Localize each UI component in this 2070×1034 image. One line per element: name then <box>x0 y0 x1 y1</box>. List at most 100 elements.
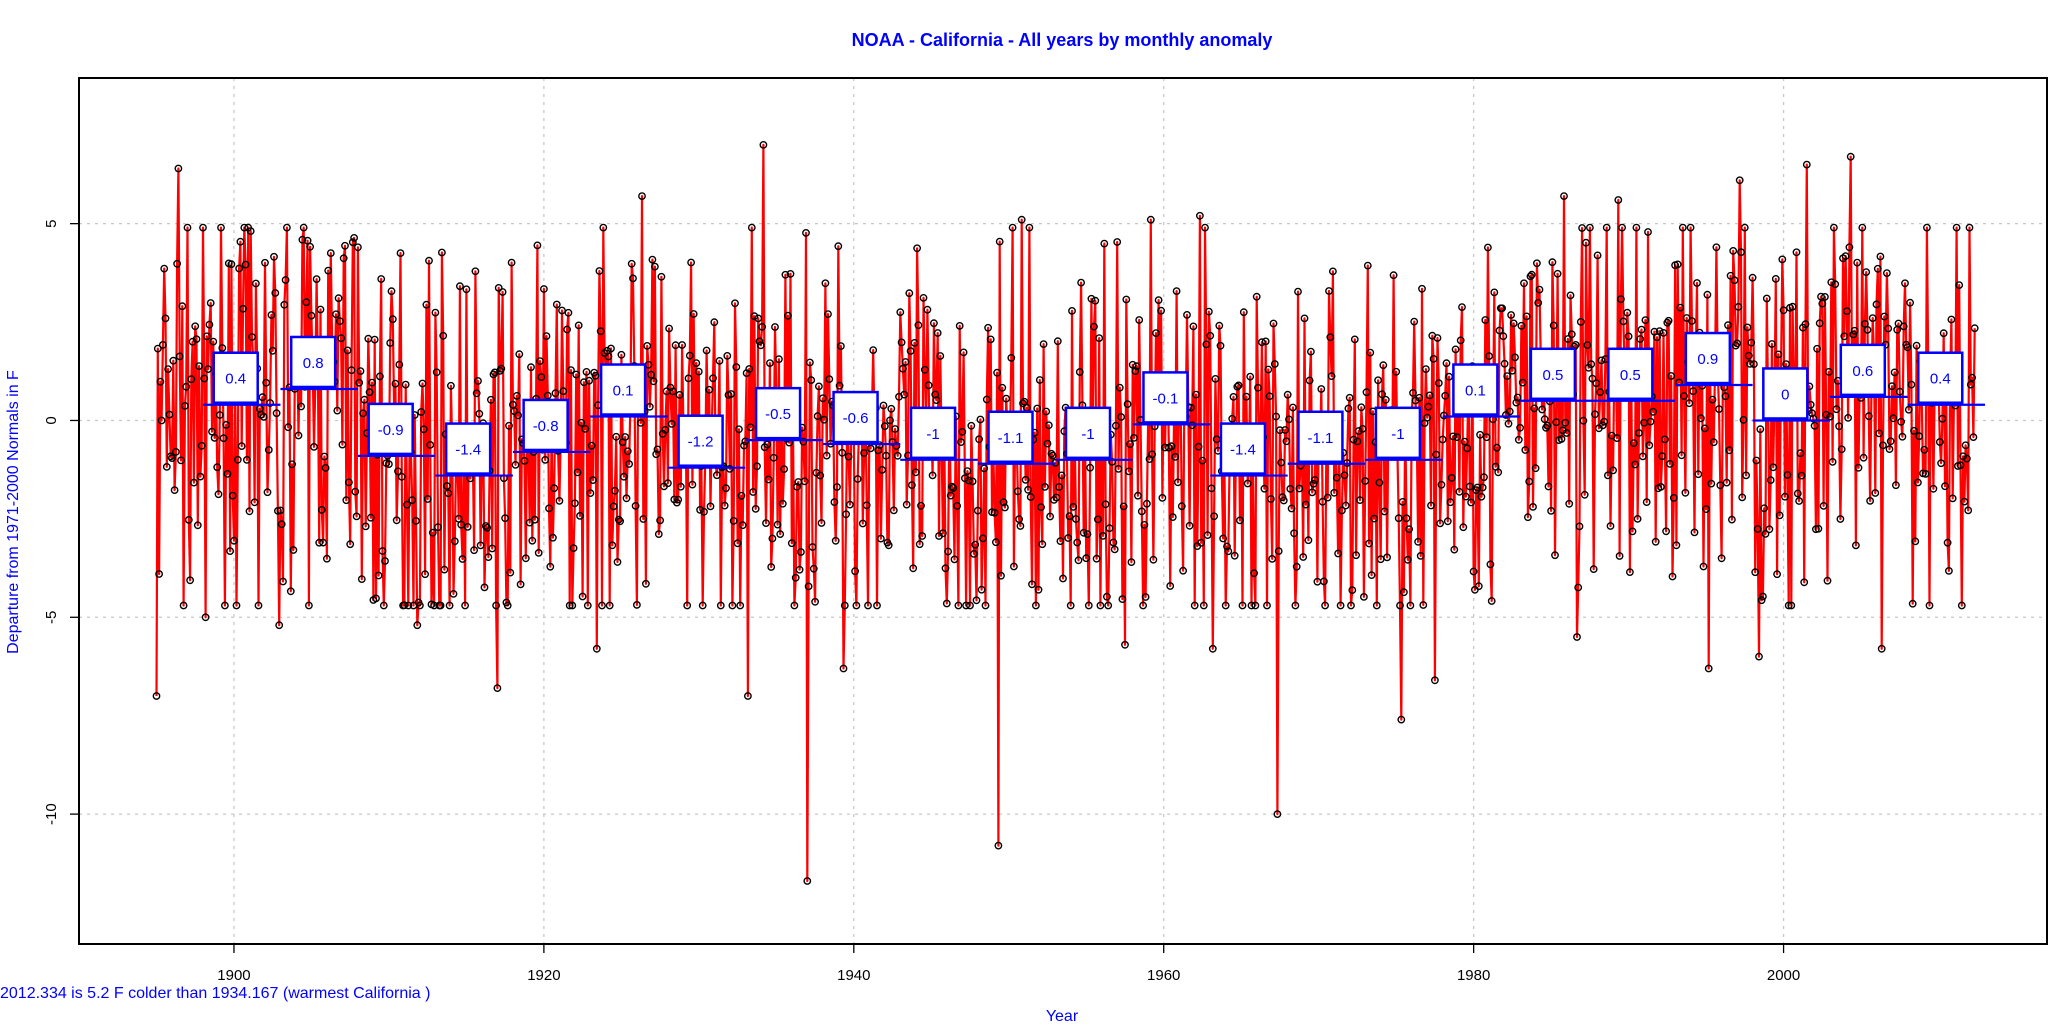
data-point <box>395 360 404 369</box>
data-point <box>1920 445 1929 454</box>
data-point <box>705 385 714 394</box>
data-point <box>851 567 859 576</box>
data-point <box>1530 404 1539 413</box>
data-point <box>1756 425 1765 434</box>
data-point <box>955 321 964 330</box>
data-point <box>1504 419 1513 428</box>
data-point <box>1526 272 1535 281</box>
data-point <box>598 601 606 610</box>
data-point <box>746 423 755 432</box>
data-point <box>1269 319 1278 328</box>
data-point <box>620 472 628 481</box>
data-point <box>1100 239 1109 248</box>
data-point <box>751 504 760 513</box>
data-point <box>246 227 255 236</box>
data-point <box>1852 541 1860 550</box>
data-point <box>1168 513 1177 521</box>
data-point <box>326 249 335 258</box>
data-point <box>1529 502 1537 511</box>
data-point <box>1797 471 1806 480</box>
data-point <box>1380 507 1389 516</box>
data-point <box>1490 288 1499 297</box>
data-point <box>874 446 883 455</box>
data-point <box>1635 429 1643 437</box>
data-point <box>803 877 812 885</box>
data-point <box>1824 367 1833 376</box>
data-point <box>1432 450 1441 459</box>
data-point <box>284 423 293 432</box>
data-point <box>961 474 969 483</box>
data-point <box>911 468 920 477</box>
decade-mean-box <box>909 406 957 460</box>
data-point <box>1766 476 1775 484</box>
data-point <box>941 564 950 573</box>
data-point <box>541 455 550 464</box>
data-point <box>571 499 579 508</box>
data-point <box>431 308 440 317</box>
data-point <box>1956 461 1965 470</box>
data-point <box>860 449 868 457</box>
data-point <box>899 364 907 373</box>
data-point <box>494 283 503 292</box>
data-point <box>1264 365 1273 374</box>
data-point <box>261 258 269 267</box>
data-point <box>1125 467 1133 476</box>
data-point <box>893 451 902 460</box>
data-point <box>882 451 890 460</box>
data-point <box>1597 356 1606 365</box>
data-point <box>490 368 499 377</box>
data-point <box>437 248 446 257</box>
data-point <box>536 357 544 365</box>
data-point <box>1397 715 1406 724</box>
data-point <box>972 596 981 605</box>
data-point <box>193 521 202 530</box>
data-point <box>1270 360 1279 368</box>
decade-mean-box <box>1374 406 1422 460</box>
data-point <box>795 565 804 574</box>
chart-title: NOAA - California - All years by monthly… <box>852 30 1273 50</box>
data-point <box>1641 316 1650 324</box>
data-point <box>471 267 480 276</box>
data-point <box>157 416 166 425</box>
data-point <box>1441 391 1450 400</box>
data-point <box>1480 473 1488 482</box>
decade-mean-box <box>289 335 337 389</box>
data-point <box>1389 271 1398 280</box>
data-point <box>1265 392 1274 401</box>
data-point <box>1199 601 1208 610</box>
data-point <box>507 258 516 267</box>
data-point <box>1344 404 1353 413</box>
data-point <box>1028 580 1036 589</box>
data-point <box>1119 502 1128 511</box>
data-point <box>1402 514 1411 523</box>
data-point <box>1277 458 1286 467</box>
data-point <box>1744 351 1753 360</box>
decade-mean-label: 0.4 <box>1930 371 1951 388</box>
data-point <box>264 445 273 454</box>
data-point <box>1456 336 1465 345</box>
data-point <box>1025 223 1034 232</box>
data-point <box>822 451 831 460</box>
data-point <box>1734 302 1743 311</box>
data-point <box>1108 457 1117 466</box>
data-point <box>1535 285 1544 294</box>
data-point <box>1260 484 1269 493</box>
data-point <box>1646 417 1655 426</box>
data-point <box>1090 322 1098 331</box>
data-point <box>831 536 840 545</box>
data-point <box>981 601 990 610</box>
data-point <box>1172 287 1181 295</box>
data-point <box>592 644 601 653</box>
data-point <box>902 500 911 509</box>
data-point <box>835 381 844 390</box>
data-point <box>933 329 942 337</box>
data-point <box>971 540 980 549</box>
data-point <box>1606 522 1615 530</box>
data-point <box>809 564 818 573</box>
data-point <box>1890 368 1899 377</box>
data-point <box>1849 330 1858 339</box>
data-point <box>537 373 546 381</box>
data-point <box>984 323 992 332</box>
data-point <box>1690 528 1699 537</box>
data-point <box>964 476 973 485</box>
